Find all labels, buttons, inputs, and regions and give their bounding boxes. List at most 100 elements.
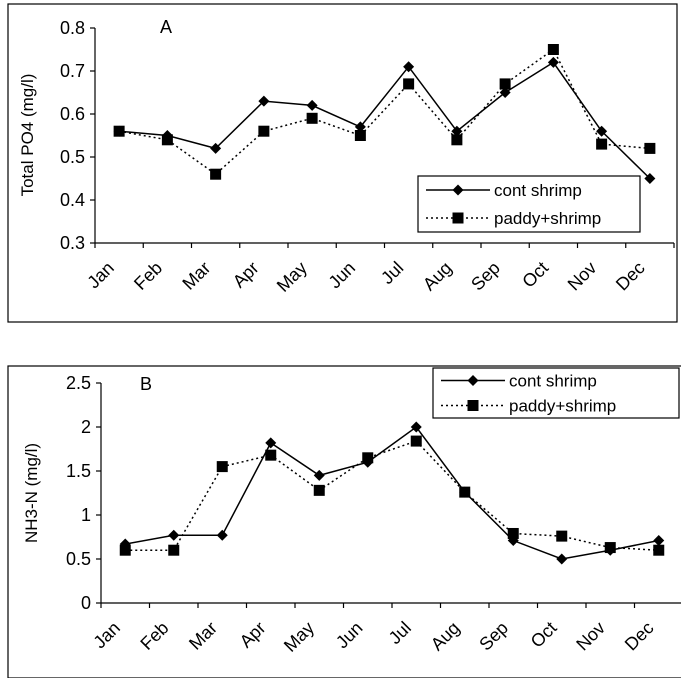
y-tick-label: 0	[81, 593, 91, 613]
data-point	[451, 134, 463, 146]
chart-panel-b: 0 0.5 1 1.5 2 2.5 Jan Feb Mar Apr May Jun Jul Aug Sep O…	[7, 365, 681, 678]
x-tick-label: Apr	[236, 618, 270, 652]
legend-marker	[467, 400, 479, 411]
data-point	[596, 138, 608, 150]
data-point	[168, 544, 180, 556]
x-tick-label: Jan	[89, 618, 124, 653]
data-point	[653, 544, 665, 556]
chart-panel-a: 0.3 0.4 0.5 0.6 0.7 0.8 Jan Feb Mar Apr May Jun Jul A…	[7, 3, 678, 323]
data-point	[313, 469, 325, 481]
legend-label: paddy+shrimp	[494, 209, 601, 228]
y-tick-label: 0.8	[60, 18, 85, 38]
x-tick-label: Apr	[229, 258, 263, 292]
x-tick-label: Jun	[332, 618, 367, 653]
data-point	[210, 142, 222, 154]
data-point	[403, 78, 415, 90]
x-tick-label: Jun	[325, 258, 360, 293]
data-point	[362, 452, 374, 464]
data-point	[644, 142, 656, 154]
y-tick-label: 1	[81, 505, 91, 525]
data-point	[410, 421, 422, 433]
legend-marker	[452, 212, 464, 224]
data-point	[313, 484, 325, 496]
y-axis-label: Total PO4 (mg/l)	[18, 74, 37, 197]
chart-frame	[7, 365, 681, 678]
data-point	[210, 168, 222, 180]
x-tick-label: Aug	[419, 258, 456, 295]
y-tick-label: 0.5	[66, 549, 91, 569]
legend-marker	[467, 375, 479, 386]
data-point	[499, 78, 511, 90]
data-point	[644, 173, 656, 184]
data-point	[306, 112, 318, 124]
panel-label: A	[160, 17, 172, 37]
data-point	[596, 125, 608, 137]
data-point	[258, 125, 270, 137]
x-tick-label: Mar	[185, 618, 221, 654]
data-point	[265, 437, 277, 449]
x-tick-label: Jul	[385, 618, 415, 648]
data-point	[653, 535, 665, 547]
x-tick-label: Feb	[136, 618, 172, 654]
data-point	[258, 95, 270, 107]
series-line-paddy-shrimp	[125, 440, 659, 551]
x-tick-label: Oct	[518, 258, 552, 292]
data-point	[354, 130, 366, 141]
y-tick-label: 0.4	[60, 190, 85, 210]
x-tick-label: Jul	[377, 258, 407, 288]
data-point	[459, 486, 471, 498]
data-point	[410, 435, 422, 447]
y-axis-label: NH3-N (mg/l)	[22, 443, 41, 543]
data-point	[119, 544, 131, 556]
data-point	[216, 529, 228, 541]
data-point	[499, 87, 511, 98]
data-point	[556, 530, 568, 542]
x-tick-label: Nov	[572, 618, 609, 655]
data-point	[547, 56, 559, 68]
x-tick-label: Nov	[564, 258, 601, 295]
y-tick-label: 2	[81, 417, 91, 437]
legend-label: paddy+shrimp	[509, 397, 616, 416]
series-line-cont-shrimp	[125, 425, 659, 560]
series-line-cont-shrimp	[119, 61, 651, 180]
x-tick-label: Sep	[467, 258, 504, 295]
legend: cont shrimp paddy+shrimp	[417, 175, 641, 233]
data-point	[216, 461, 228, 473]
x-tick-label: May	[280, 618, 318, 656]
x-tick-label: Sep	[475, 618, 512, 655]
data-point	[113, 125, 125, 137]
series-line-paddy-shrimp	[118, 48, 650, 176]
legend-box	[417, 175, 641, 233]
y-tick-label: 0.6	[60, 104, 85, 124]
x-tick-label: Dec	[621, 618, 658, 655]
y-tick-label: 0.3	[60, 233, 85, 253]
x-tick-label: Oct	[527, 618, 561, 652]
panel-label: B	[140, 374, 152, 394]
data-point	[556, 553, 568, 565]
data-point	[168, 529, 180, 541]
x-tick-label: Feb	[130, 258, 166, 294]
data-point	[451, 125, 463, 137]
x-tick-label: Aug	[427, 618, 464, 655]
data-point	[604, 542, 616, 554]
legend-marker	[452, 184, 464, 196]
x-tick-label: Dec	[612, 258, 649, 295]
data-point	[547, 44, 559, 55]
data-point	[265, 449, 277, 461]
chart-frame	[7, 3, 678, 323]
data-point	[403, 61, 415, 73]
legend-label: cont shrimp	[509, 372, 597, 391]
data-point	[161, 134, 173, 146]
legend-label: cont shrimp	[494, 181, 582, 200]
legend: cont shrimp paddy+shrimp	[432, 367, 680, 419]
y-tick-label: 0.5	[60, 147, 85, 167]
x-tick-label: Mar	[178, 258, 214, 294]
data-point	[354, 121, 366, 133]
data-point	[306, 99, 318, 111]
x-tick-label: May	[273, 258, 311, 296]
data-point	[507, 527, 519, 539]
x-tick-label: Jan	[83, 258, 118, 293]
y-tick-label: 2.5	[66, 373, 91, 393]
y-tick-label: 0.7	[60, 61, 85, 81]
